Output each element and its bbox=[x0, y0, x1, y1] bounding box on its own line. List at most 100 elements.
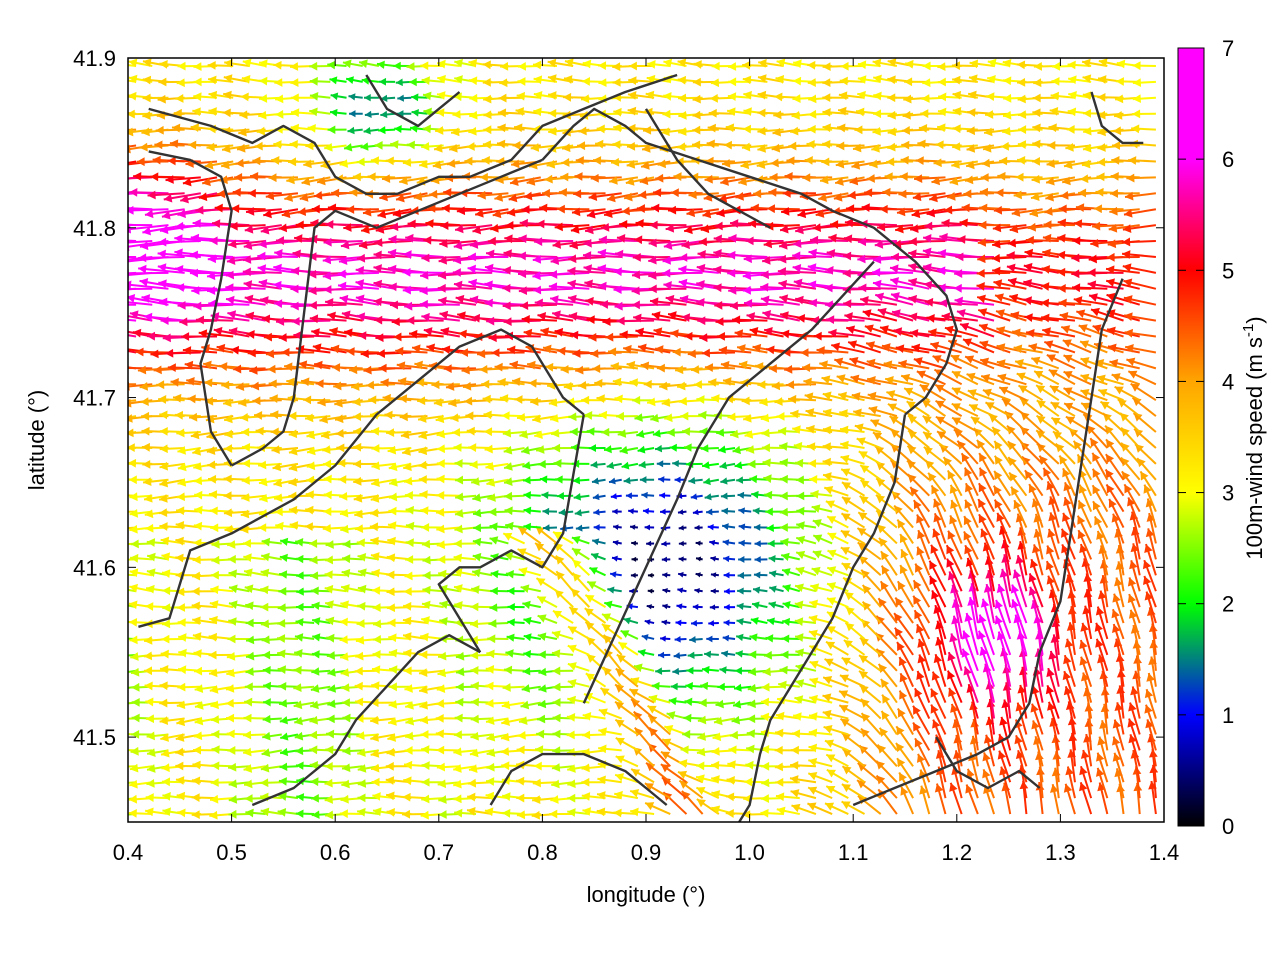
wind-arrow bbox=[808, 694, 833, 704]
wind-arrow bbox=[310, 684, 331, 693]
wind-arrow bbox=[401, 809, 428, 819]
wind-arrow bbox=[614, 718, 639, 736]
wind-arrow bbox=[341, 779, 363, 789]
wind-arrow bbox=[128, 765, 137, 768]
wind-arrow bbox=[668, 697, 687, 706]
wind-arrow bbox=[356, 731, 379, 741]
wind-arrow bbox=[279, 747, 299, 757]
wind-arrow bbox=[1128, 734, 1141, 767]
wind-arrow bbox=[808, 728, 833, 738]
wind-arrow bbox=[177, 682, 201, 692]
wind-arrow bbox=[1146, 672, 1157, 703]
wind-arrow bbox=[1079, 781, 1093, 815]
wind-arrow bbox=[809, 660, 833, 672]
wind-arrow bbox=[775, 711, 800, 721]
wind-arrow bbox=[357, 793, 379, 803]
wind-arrow bbox=[841, 656, 866, 672]
wind-arrow bbox=[839, 674, 865, 688]
wind-arrow bbox=[697, 732, 719, 741]
wind-arrow bbox=[467, 792, 493, 802]
wind-arrow bbox=[453, 730, 477, 740]
wind-arrow bbox=[898, 690, 914, 719]
wind-arrow bbox=[278, 699, 299, 708]
wind-arrow bbox=[552, 698, 574, 707]
colorbar-tick-label: 7 bbox=[1222, 36, 1234, 61]
wind-arrow bbox=[917, 638, 931, 672]
colorbar-tick-label: 4 bbox=[1222, 369, 1234, 394]
wind-arrow bbox=[791, 803, 817, 815]
wind-arrow bbox=[470, 731, 493, 741]
wind-arrow bbox=[370, 733, 396, 742]
x-axis-label: longitude (°) bbox=[587, 882, 706, 907]
wind-arrow bbox=[895, 725, 914, 751]
wind-arrow bbox=[602, 666, 623, 688]
wind-arrow bbox=[896, 641, 914, 672]
wind-arrow bbox=[761, 682, 784, 692]
wind-arrow bbox=[822, 693, 849, 704]
wind-arrow bbox=[1128, 702, 1141, 735]
wind-arrow bbox=[826, 768, 849, 784]
wind-arrow bbox=[881, 694, 898, 720]
wind-arrow bbox=[129, 763, 153, 773]
wind-arrow bbox=[729, 730, 752, 740]
wind-arrow bbox=[808, 712, 833, 721]
wind-arrow bbox=[470, 714, 493, 724]
wind-arrow bbox=[130, 746, 153, 756]
wind-arrow bbox=[1049, 783, 1060, 815]
wind-arrow bbox=[503, 665, 525, 675]
wind-arrow bbox=[502, 683, 525, 692]
wind-arrow bbox=[630, 768, 655, 784]
wind-arrow bbox=[244, 794, 266, 803]
wind-arrow bbox=[295, 761, 315, 770]
wind-arrow bbox=[661, 776, 688, 799]
wind-arrow bbox=[790, 761, 817, 770]
wind-arrow bbox=[549, 809, 574, 819]
y-tick-label: 41.7 bbox=[73, 386, 116, 411]
wind-arrow bbox=[370, 698, 396, 708]
wind-arrow bbox=[243, 713, 266, 723]
wind-arrow bbox=[695, 774, 720, 784]
wind-arrow bbox=[596, 791, 622, 800]
wind-arrow bbox=[878, 727, 898, 751]
wind-arrow bbox=[1145, 719, 1157, 751]
wind-arrow bbox=[719, 666, 736, 674]
wind-arrow bbox=[875, 774, 898, 799]
wind-arrow bbox=[552, 682, 574, 692]
wind-arrow bbox=[1079, 656, 1093, 688]
wind-arrow bbox=[421, 794, 444, 804]
wind-arrow bbox=[916, 753, 931, 783]
y-tick-label: 41.8 bbox=[73, 216, 116, 241]
wind-arrow bbox=[159, 716, 185, 726]
wind-arrow bbox=[701, 665, 719, 674]
wind-arrow bbox=[807, 771, 833, 784]
wind-arrow bbox=[859, 684, 882, 704]
wind-arrow bbox=[227, 746, 250, 755]
wind-arrow bbox=[402, 792, 428, 802]
wind-arrow bbox=[651, 681, 671, 691]
wind-arrow bbox=[983, 734, 996, 767]
wind-arrow bbox=[962, 630, 979, 672]
wind-arrow bbox=[260, 778, 282, 788]
wind-arrow bbox=[211, 761, 234, 771]
wind-arrow bbox=[501, 700, 525, 710]
wind-arrow bbox=[919, 785, 931, 815]
wind-arrow bbox=[194, 701, 218, 710]
wind-arrow bbox=[647, 714, 671, 736]
wind-arrow bbox=[532, 778, 558, 788]
wind-arrow bbox=[388, 682, 412, 692]
wind-arrow bbox=[209, 794, 234, 804]
y-tick-label: 41.5 bbox=[73, 725, 116, 750]
wind-arrow bbox=[586, 653, 607, 672]
wind-arrow bbox=[228, 779, 250, 789]
wind-arrow bbox=[339, 809, 363, 819]
wind-arrow bbox=[342, 746, 363, 756]
wind-arrow bbox=[999, 766, 1012, 799]
wind-arrow bbox=[824, 802, 849, 815]
wind-arrow bbox=[600, 687, 623, 704]
wind-arrow bbox=[713, 716, 736, 726]
x-tick-label: 0.4 bbox=[113, 840, 144, 865]
wind-arrow bbox=[598, 708, 623, 720]
wind-arrow bbox=[1030, 703, 1044, 735]
wind-arrow bbox=[404, 684, 428, 693]
wind-arrow bbox=[1112, 719, 1125, 751]
